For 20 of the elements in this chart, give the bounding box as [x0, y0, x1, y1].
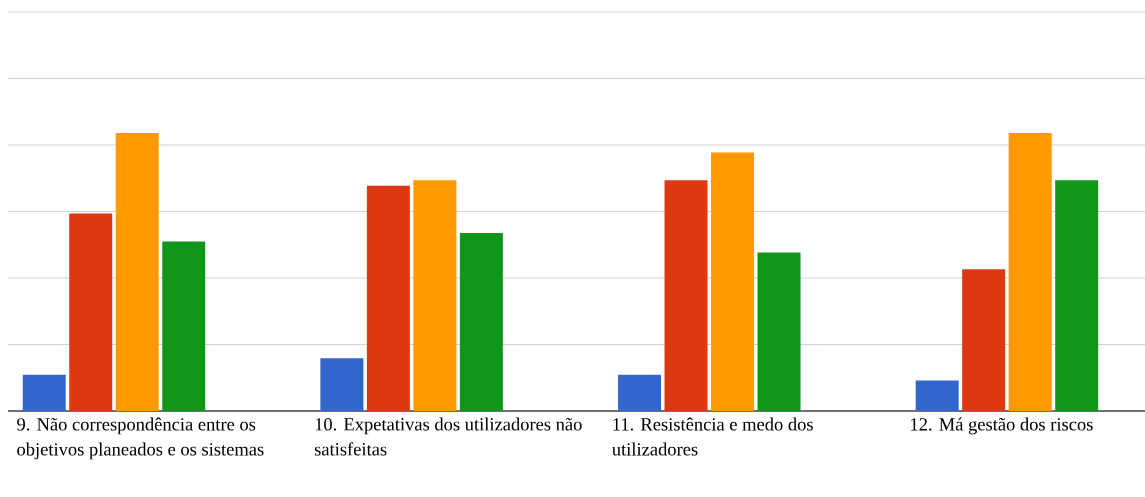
bar [459, 233, 503, 411]
bar [162, 241, 206, 411]
bar [1055, 180, 1099, 411]
bar [962, 269, 1006, 411]
bar [366, 185, 410, 411]
bar [1008, 132, 1052, 411]
bar [69, 213, 113, 411]
x-tick-label: 11. Resistência e medo dos utilizadores [612, 417, 813, 456]
x-tick-label: 9. Não correspondência entre os objetivos planeados e os sistemas [17, 417, 264, 460]
bar [757, 252, 801, 411]
bar [22, 374, 66, 411]
bar [320, 358, 364, 411]
bar [711, 152, 755, 411]
x-tick-label: 10. Expetativas dos utilizadores não satisfeitas [314, 417, 582, 456]
bar [664, 180, 708, 411]
bar [618, 374, 662, 411]
bar [915, 380, 959, 411]
bar [413, 180, 457, 411]
bar [115, 132, 159, 411]
x-tick-label: 12. Má gestão dos riscos [911, 417, 1093, 435]
